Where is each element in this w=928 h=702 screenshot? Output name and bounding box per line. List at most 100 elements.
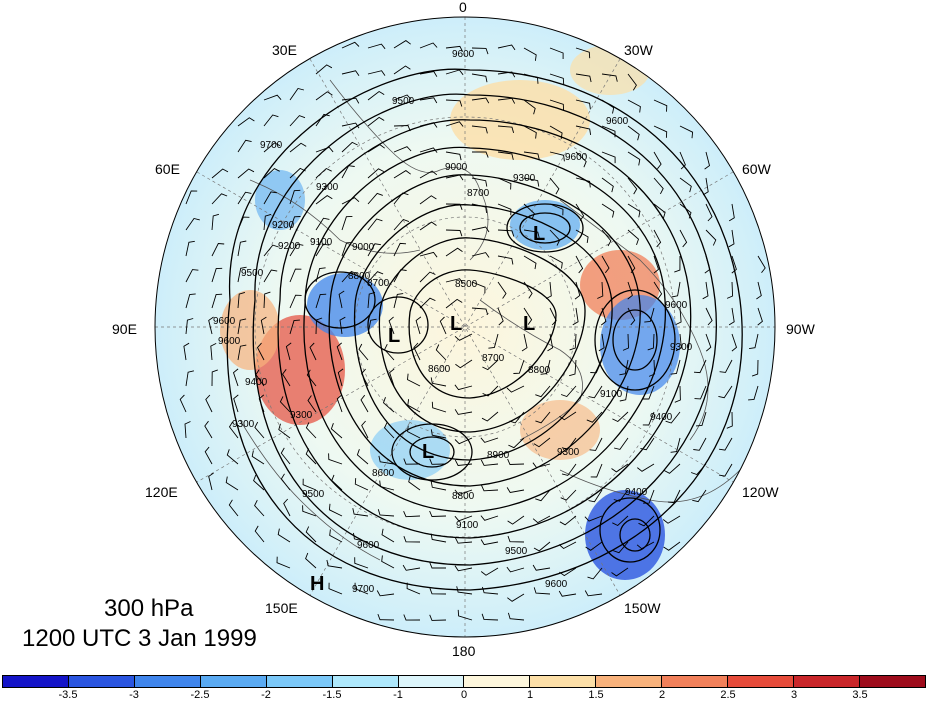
wind-barb (663, 541, 681, 551)
colorbar-swatch (464, 676, 531, 687)
wind-barb (435, 344, 447, 361)
wind-barb (640, 437, 655, 451)
wind-barb (403, 536, 421, 543)
wind-barb (455, 359, 473, 369)
contour-label: 9600 (357, 540, 380, 551)
wind-barb (569, 333, 577, 351)
wind-barb (589, 437, 603, 451)
wind-barb (384, 343, 395, 361)
colorbar (2, 675, 926, 688)
wind-barb (575, 73, 592, 83)
wind-barb (471, 177, 488, 187)
wind-barb (407, 425, 421, 439)
wind-barb (393, 125, 411, 132)
wind-barb (590, 463, 603, 478)
wind-barb (328, 503, 343, 517)
valid-time-label: 1200 UTC 3 Jan 1999 (22, 625, 257, 652)
wind-barb (569, 359, 577, 377)
wind-barb (184, 421, 191, 439)
wind-barb (393, 269, 407, 283)
wind-barb (728, 229, 735, 248)
wind-barb (598, 333, 605, 352)
wind-barb (702, 281, 709, 300)
wind-barb (277, 528, 291, 543)
wind-barb (430, 377, 447, 387)
wind-barb (613, 489, 629, 502)
contour-label: 9200 (278, 241, 301, 252)
contour-labels: 9600 9500 9600 9300 9000 9300 9700 9600 … (213, 49, 693, 595)
wind-barb (533, 587, 551, 595)
wind-barb (341, 41, 360, 49)
low-center-north-atlantic: L (533, 223, 545, 245)
colorbar-swatch (3, 676, 69, 687)
wind-barb (497, 71, 516, 78)
wind-barb (561, 463, 577, 476)
wind-barb (507, 535, 525, 543)
wind-barb (237, 117, 255, 127)
wind-barb (445, 151, 462, 161)
wind-barb (183, 342, 190, 361)
wind-barb (549, 229, 561, 246)
low-center-siberia: L (388, 325, 400, 347)
wind-barb (726, 411, 733, 429)
wind-barb (471, 307, 489, 315)
wind-barb (480, 539, 499, 546)
wind-barb (679, 203, 692, 219)
wind-barb (256, 342, 265, 361)
wind-barb (508, 437, 525, 449)
wind-barb (523, 151, 540, 160)
wind-barb (419, 271, 436, 283)
low-center-pole: L (450, 313, 462, 335)
wind-barb (751, 359, 759, 377)
wind-barb (506, 487, 525, 493)
colorbar-tick-label: 0 (460, 689, 468, 701)
colorbar-swatch (332, 676, 399, 687)
colorbar-swatch (794, 676, 860, 687)
wind-barb (263, 142, 281, 153)
wind-barb (328, 453, 343, 465)
wind-barb (627, 255, 636, 274)
lon-label-90w: 90W (786, 321, 816, 337)
contour-label: 9300 (290, 410, 313, 421)
wind-barb (574, 281, 581, 300)
wind-barb (315, 317, 323, 335)
longitude-labels: 0 30W 60W 90W 120W 150W 180 150E 120E 90… (112, 0, 816, 659)
wind-barb (705, 333, 712, 352)
wind-barb (283, 498, 291, 517)
wind-barb (431, 401, 447, 413)
wind-barb (509, 411, 525, 424)
wind-barb (679, 229, 688, 248)
wind-barb (454, 489, 473, 496)
wind-barb (523, 99, 536, 115)
contour-label: 9300 (670, 342, 693, 353)
lon-label-120e: 120E (145, 484, 178, 500)
wind-barb (454, 459, 473, 466)
wind-barb (497, 281, 507, 299)
wind-barb (419, 122, 438, 128)
colorbar-swatch (398, 676, 465, 687)
wind-barb (233, 394, 239, 413)
wind-barb (481, 613, 499, 621)
pressure-level-label: 300 hPa (104, 595, 194, 622)
lon-label-180: 180 (452, 643, 476, 659)
wind-barb (506, 566, 525, 573)
wind-barb (611, 463, 629, 473)
wind-barb (637, 463, 655, 472)
wind-barb (454, 333, 473, 341)
wind-barb (481, 411, 499, 422)
wind-barb (282, 369, 291, 387)
wind-barb (419, 251, 438, 258)
wind-barb (307, 395, 317, 413)
wind-barb (728, 203, 735, 222)
wind-barb (549, 151, 565, 162)
wind-barb (226, 449, 239, 465)
wind-barb (560, 489, 577, 501)
wind-barb (254, 525, 265, 543)
lon-label-60e: 60E (155, 161, 180, 177)
contour-label: 9500 (302, 489, 325, 500)
wind-barb (575, 47, 591, 59)
wind-barb (679, 177, 692, 193)
wind-barb (354, 478, 369, 491)
contour-label: 9000 (445, 162, 468, 173)
wind-barb (367, 192, 383, 205)
